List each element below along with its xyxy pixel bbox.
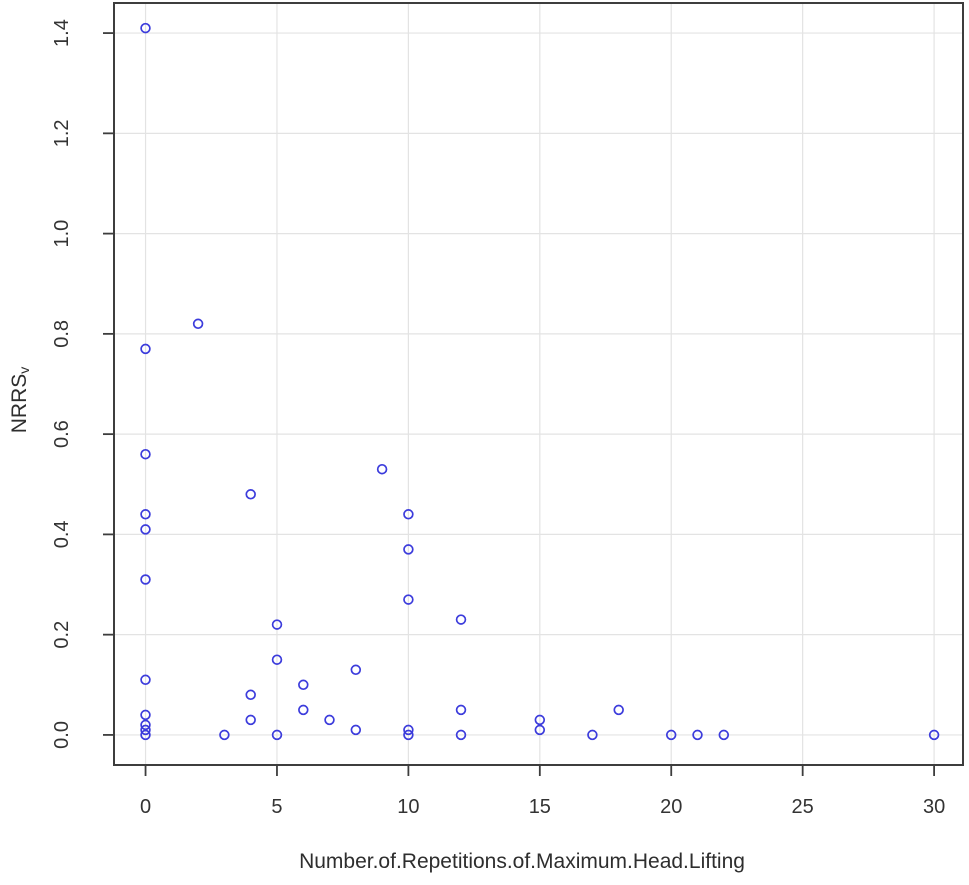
y-axis-label-subscript: v bbox=[16, 367, 32, 374]
data-point bbox=[140, 574, 151, 585]
axis-ticks bbox=[103, 32, 935, 776]
data-point bbox=[376, 463, 388, 475]
y-tick-label: 0.4 bbox=[51, 520, 73, 548]
data-point bbox=[245, 714, 256, 726]
data-point bbox=[455, 729, 467, 741]
data-point bbox=[140, 729, 151, 741]
data-point bbox=[140, 448, 151, 460]
data-point bbox=[140, 343, 151, 355]
data-point bbox=[140, 709, 151, 721]
data-point bbox=[665, 729, 677, 741]
data-point bbox=[534, 714, 546, 726]
y-tick-label: 0.8 bbox=[51, 320, 73, 348]
y-tick-label: 0.6 bbox=[51, 420, 73, 448]
data-point bbox=[403, 594, 414, 605]
data-point bbox=[140, 509, 151, 520]
data-point bbox=[271, 654, 283, 665]
data-points bbox=[140, 22, 940, 741]
data-point bbox=[192, 318, 204, 330]
y-axis-label: NRRSv bbox=[8, 367, 32, 434]
data-point bbox=[298, 704, 309, 716]
data-point bbox=[219, 729, 230, 741]
x-tick-label: 20 bbox=[660, 796, 682, 818]
data-point bbox=[350, 724, 362, 736]
gridlines bbox=[114, 3, 963, 765]
data-point bbox=[271, 729, 283, 741]
data-point bbox=[718, 729, 730, 741]
x-tick-label: 10 bbox=[397, 796, 419, 818]
x-tick-label: 15 bbox=[529, 796, 551, 818]
data-point bbox=[298, 679, 309, 691]
data-point bbox=[534, 724, 546, 736]
x-tick-label: 30 bbox=[923, 796, 945, 818]
data-point bbox=[403, 544, 414, 555]
x-tick-label: 0 bbox=[140, 796, 151, 818]
x-tick-label: 5 bbox=[271, 796, 282, 818]
x-axis-label: Number.of.Repetitions.of.Maximum.Head.Li… bbox=[299, 850, 745, 873]
y-tick-label: 1.2 bbox=[51, 119, 73, 147]
data-point bbox=[140, 724, 151, 736]
data-point bbox=[271, 619, 283, 630]
data-point bbox=[455, 614, 467, 625]
data-point bbox=[692, 729, 703, 741]
data-point bbox=[350, 664, 362, 676]
x-tick-label: 25 bbox=[792, 796, 814, 818]
data-point bbox=[455, 704, 467, 716]
data-point bbox=[140, 22, 151, 34]
data-point bbox=[140, 719, 151, 731]
tick-labels: 0 5 10 15 20 25 30 0.0 0.2 0.4 0.6 0.8 1.0 1.2 1.4 bbox=[51, 19, 945, 818]
data-point bbox=[140, 674, 151, 686]
y-tick-label: 0.2 bbox=[51, 621, 73, 649]
y-tick-label: 1.0 bbox=[51, 220, 73, 248]
data-point bbox=[613, 704, 624, 716]
y-tick-label: 1.4 bbox=[51, 19, 73, 47]
plot-border-overlay bbox=[113, 2, 964, 766]
data-point bbox=[140, 524, 151, 535]
data-point bbox=[245, 689, 256, 701]
data-point bbox=[403, 729, 414, 741]
plot-border bbox=[113, 2, 964, 766]
y-axis-label-main: NRRS bbox=[8, 374, 31, 434]
plot-frame bbox=[113, 2, 964, 766]
data-point bbox=[245, 489, 256, 500]
y-tick-label: 0.0 bbox=[51, 721, 73, 749]
data-point bbox=[403, 724, 414, 736]
data-point bbox=[928, 729, 940, 741]
data-point bbox=[403, 509, 414, 520]
data-point bbox=[587, 729, 598, 741]
data-point bbox=[324, 714, 335, 726]
